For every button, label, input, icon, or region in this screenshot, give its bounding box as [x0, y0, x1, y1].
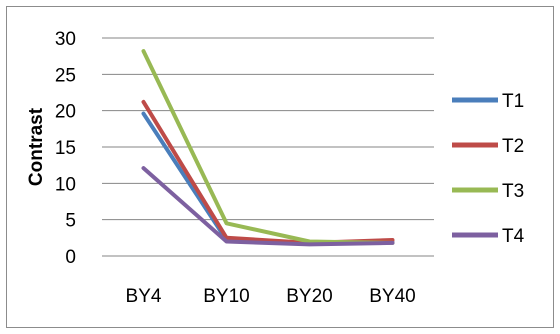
chart-area [6, 6, 554, 328]
x-tick-label-by40: BY40 [369, 286, 415, 307]
y-tick-label-10: 10 [55, 174, 76, 195]
y-tick-label-5: 5 [65, 211, 76, 232]
x-tick-label-by10: BY10 [203, 286, 249, 307]
legend-label-t3: T3 [502, 181, 524, 202]
x-tick-label-by4: BY4 [126, 286, 162, 307]
legend-label-t2: T2 [502, 136, 524, 157]
y-tick-label-25: 25 [55, 65, 76, 86]
legend-label-t1: T1 [502, 91, 524, 112]
y-tick-label-30: 30 [55, 29, 76, 50]
legend-label-t4: T4 [502, 226, 525, 247]
y-axis-label: Contrast [26, 107, 47, 186]
y-tick-label-0: 0 [65, 247, 76, 268]
y-tick-label-20: 20 [55, 102, 76, 123]
y-tick-label-15: 15 [55, 138, 76, 159]
series-line-t4 [141, 166, 395, 247]
x-tick-label-by20: BY20 [286, 286, 332, 307]
